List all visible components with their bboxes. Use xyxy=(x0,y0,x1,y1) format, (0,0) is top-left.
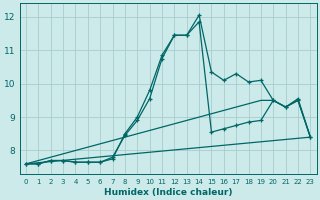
X-axis label: Humidex (Indice chaleur): Humidex (Indice chaleur) xyxy=(104,188,232,197)
